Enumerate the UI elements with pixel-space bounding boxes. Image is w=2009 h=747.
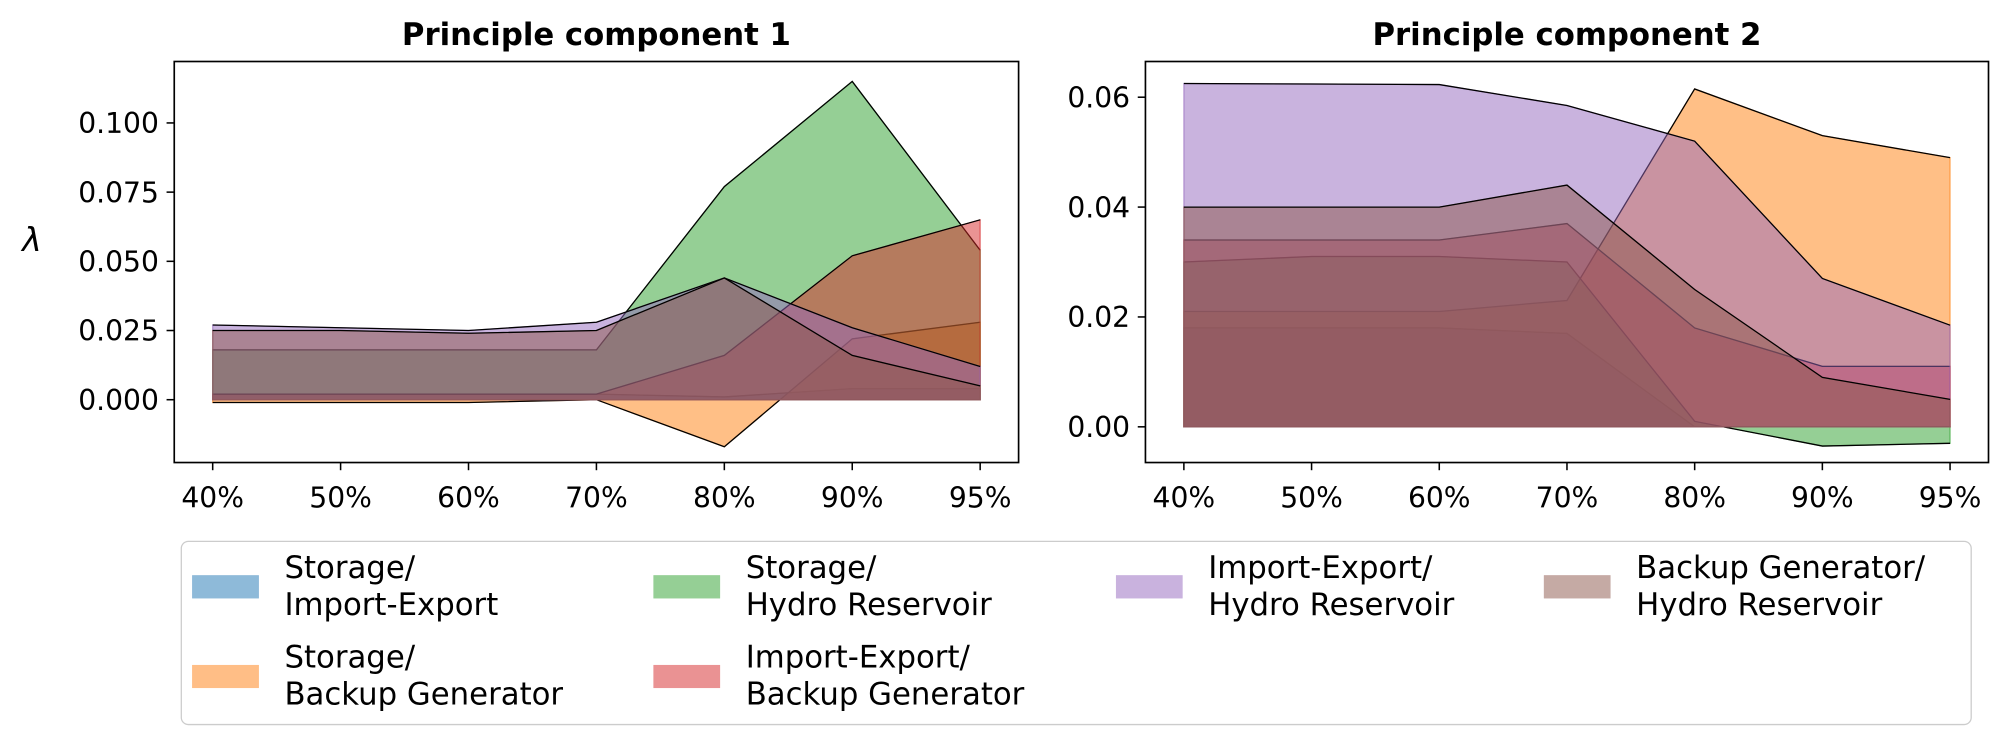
y-tick-label: 0.000 (78, 384, 159, 417)
legend-label: Storage/ Hydro Reservoir (745, 549, 992, 623)
x-tick-label: 60% (437, 481, 500, 514)
legend-label: Backup Generator/ Hydro Reservoir (1636, 549, 1926, 623)
chart: 0.000 0.025 0.050 0.075 0.100 40% 50% 60% 70% 80%… (20, 17, 1990, 514)
plot-area (1183, 82, 1951, 447)
plot-area (212, 80, 981, 448)
y-tick-label: 0.100 (78, 107, 159, 140)
legend-entry: Storage/ Import-Export (192, 550, 498, 624)
x-tick-label: 95% (949, 481, 1012, 514)
x-tick-label: 80% (1663, 481, 1726, 514)
x-tick-label: 50% (1280, 481, 1343, 514)
x-tick-label: 50% (309, 481, 372, 514)
x-tick-label: 70% (1536, 481, 1599, 514)
legend-label: Import-Export/ Backup Generator (745, 639, 1025, 713)
y-tick-label: 0.00 (1067, 411, 1130, 444)
area-edge (212, 277, 981, 387)
x-tick-label: 90% (821, 481, 884, 514)
legend-entry: Backup Generator/ Hydro Reservoir (1543, 549, 1926, 624)
y-tick-label: 0.02 (1067, 301, 1130, 334)
x-tick-label: 40% (1153, 481, 1216, 514)
legend-label: Storage/ Import-Export (284, 549, 499, 623)
legend-label: Import-Export/ Hydro Reservoir (1208, 549, 1455, 623)
legend-entry: Storage/ Hydro Reservoir (653, 549, 992, 624)
legend-entry: Storage/ Backup Generator (192, 639, 563, 713)
area-edge (212, 277, 981, 368)
legend: Storage/ Import-Export Storage/ Backup Ge… (180, 540, 1972, 726)
y-tick-label: 0.04 (1067, 191, 1130, 224)
x-tick-label: 70% (565, 481, 628, 514)
legend-swatch (1115, 575, 1183, 599)
x-tick-label: 80% (693, 481, 756, 514)
x-tick-label: 60% (1408, 481, 1471, 514)
legend-swatch (192, 575, 259, 599)
legend-swatch (653, 575, 721, 599)
area-edge (1183, 82, 1951, 326)
legend-label: Storage/ Backup Generator (284, 639, 564, 713)
legend-swatch (192, 664, 259, 689)
y-axis-label: λ (20, 220, 42, 259)
legend-swatch (653, 664, 721, 689)
chart-title: Principle component 2 (1372, 17, 1761, 53)
x-tick-label: 90% (1791, 481, 1854, 514)
y-tick-label: 0.050 (78, 246, 159, 279)
y-tick-label: 0.075 (78, 176, 159, 209)
legend-entry: Import-Export/ Backup Generator (653, 639, 1024, 713)
legend-entry: Import-Export/ Hydro Reservoir (1115, 549, 1455, 624)
legend-swatch (1543, 575, 1611, 599)
x-tick-label: 40% (181, 481, 244, 514)
area-edge (1183, 184, 1951, 400)
y-tick-label: 0.06 (1067, 81, 1130, 114)
chart-title: Principle component 1 (402, 17, 791, 53)
x-tick-label: 95% (1919, 481, 1982, 514)
y-tick-label: 0.025 (78, 315, 159, 348)
